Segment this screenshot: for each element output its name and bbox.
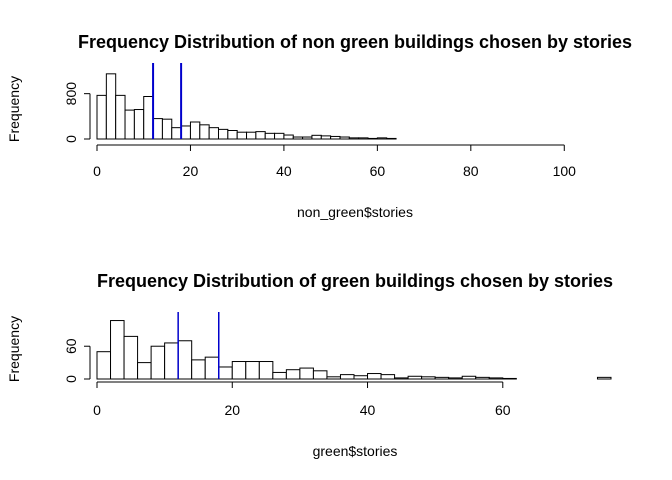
histogram-bar xyxy=(380,374,396,380)
histogram-bars-green xyxy=(96,320,612,380)
histogram-bar xyxy=(386,137,397,140)
histogram-bar xyxy=(161,118,173,140)
y-axis-non-green: 0 800 xyxy=(63,82,91,143)
histogram-bar xyxy=(348,137,360,140)
chart-title-green: Frequency Distribution of green building… xyxy=(97,271,613,291)
histogram-bar xyxy=(312,370,328,380)
chart-title-non-green: Frequency Distribution of non green buil… xyxy=(78,32,632,52)
histogram-bar xyxy=(236,131,248,140)
histogram-bar xyxy=(285,369,301,380)
histogram-bar xyxy=(231,361,247,380)
histogram-bar xyxy=(421,376,436,380)
reference-lines-green xyxy=(177,312,220,379)
histogram-bar xyxy=(217,128,229,140)
histogram-bar xyxy=(326,376,341,380)
histogram-bar xyxy=(245,361,260,380)
histogram-bars-non-green xyxy=(96,73,397,140)
histogram-bar xyxy=(502,377,517,380)
histogram-bar xyxy=(274,132,285,140)
y-axis-label-non-green: Frequency xyxy=(6,76,22,142)
histogram-bar xyxy=(189,121,201,140)
x-axis-label-green: green$stories xyxy=(313,443,398,459)
histogram-bar xyxy=(137,362,152,380)
histogram-bar xyxy=(150,345,166,380)
histogram-bar xyxy=(171,127,182,140)
histogram-bar xyxy=(358,137,369,140)
histogram-bar xyxy=(330,135,341,140)
histogram-bar xyxy=(367,137,378,140)
histogram-bar xyxy=(302,136,313,140)
histogram-bar xyxy=(353,375,369,380)
histogram-bar xyxy=(320,135,332,140)
histogram-bar xyxy=(152,118,163,140)
histogram-bar xyxy=(283,134,294,140)
histogram-bar xyxy=(191,359,206,380)
histogram-bar xyxy=(339,136,350,140)
histogram-bar xyxy=(96,94,107,140)
histogram-bar xyxy=(255,131,266,140)
x-axis-non-green: 0 20 40 60 80 100 xyxy=(93,144,577,179)
histogram-bar xyxy=(96,351,112,380)
histogram-bar xyxy=(208,127,219,140)
y-tick-label: 60 xyxy=(63,338,79,354)
histogram-bar xyxy=(110,320,125,380)
x-tick-label: 80 xyxy=(463,163,479,179)
histogram-bar xyxy=(177,340,193,380)
histogram-bar xyxy=(311,134,322,140)
histogram-bar xyxy=(164,342,179,380)
histogram-bar xyxy=(115,94,126,140)
x-tick-label: 0 xyxy=(93,163,101,179)
x-tick-label: 40 xyxy=(276,163,292,179)
histogram-bar xyxy=(376,137,388,140)
histogram-bar xyxy=(367,373,382,380)
histogram-bar xyxy=(596,376,612,380)
histogram-bar xyxy=(448,377,463,380)
histogram-bar xyxy=(199,124,210,140)
y-tick-label: 0 xyxy=(63,135,79,143)
histogram-bar xyxy=(204,356,220,380)
histogram-bar xyxy=(264,132,276,140)
y-tick-label: 800 xyxy=(63,82,79,106)
histogram-bar xyxy=(272,371,287,380)
x-axis-green: 0 20 40 60 xyxy=(93,381,511,418)
x-axis-label-non-green: non_green$stories xyxy=(297,204,413,220)
histogram-bar xyxy=(258,361,274,380)
y-axis-green: 0 60 xyxy=(63,338,91,383)
panel-green: Frequency Distribution of green building… xyxy=(6,271,613,459)
histogram-bar xyxy=(227,130,238,140)
histogram-bar xyxy=(488,377,504,380)
histogram-bar xyxy=(292,136,304,140)
histogram-bar xyxy=(394,377,409,380)
x-tick-label: 0 xyxy=(93,402,101,418)
x-tick-label: 60 xyxy=(495,402,511,418)
histogram-bar xyxy=(123,335,139,380)
histogram-bar xyxy=(105,73,117,140)
histogram-bar xyxy=(180,125,191,140)
panel-non-green: Frequency Distribution of non green buil… xyxy=(6,32,632,220)
histogram-bar xyxy=(124,109,135,140)
y-tick-label: 0 xyxy=(63,375,79,383)
histogram-bar xyxy=(434,376,450,380)
histogram-bar xyxy=(475,376,490,380)
histogram-bar xyxy=(133,109,145,140)
x-tick-label: 60 xyxy=(370,163,386,179)
reference-lines-non-green xyxy=(152,63,183,139)
y-axis-label-green: Frequency xyxy=(6,316,22,382)
x-tick-label: 20 xyxy=(224,402,240,418)
histogram-bar xyxy=(407,375,423,380)
histogram-bar xyxy=(218,366,233,380)
x-tick-label: 20 xyxy=(183,163,199,179)
x-tick-label: 100 xyxy=(553,163,577,179)
histogram-bar xyxy=(339,374,355,380)
histogram-bar xyxy=(299,367,314,380)
histogram-bar xyxy=(461,375,477,380)
histogram-bar xyxy=(143,96,154,140)
histogram-bar xyxy=(246,131,257,140)
x-tick-label: 40 xyxy=(360,402,376,418)
